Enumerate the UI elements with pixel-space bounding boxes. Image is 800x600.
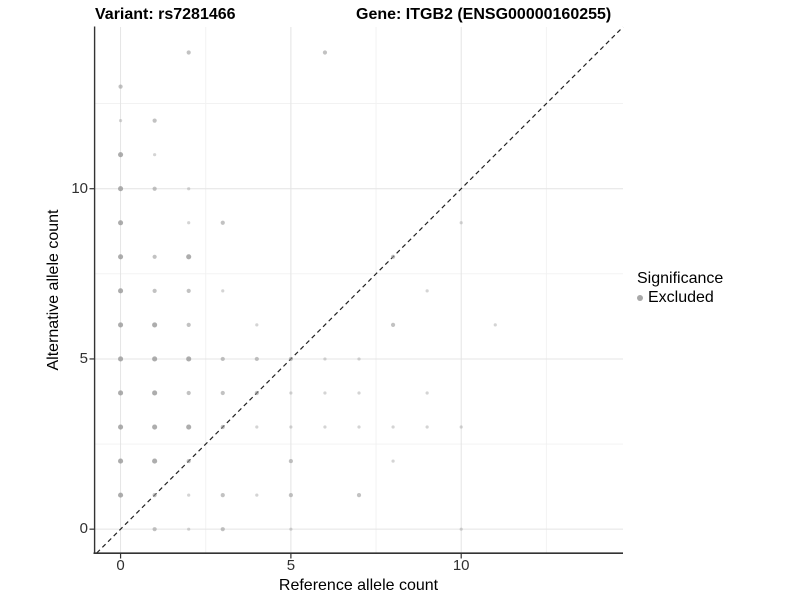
data-point	[288, 458, 293, 464]
data-point	[118, 458, 124, 464]
data-point	[118, 424, 124, 430]
data-point	[220, 356, 225, 362]
data-point	[390, 322, 396, 327]
data-point	[323, 391, 327, 395]
data-point	[220, 493, 225, 498]
data-point	[323, 425, 327, 429]
data-point	[254, 356, 259, 362]
data-point	[289, 527, 293, 531]
y-axis-title: Alternative allele count	[45, 209, 62, 371]
data-point	[357, 357, 361, 361]
data-point	[118, 322, 124, 328]
data-point	[288, 493, 293, 498]
data-point	[152, 254, 157, 259]
data-point	[186, 254, 192, 260]
data-point	[118, 288, 124, 294]
data-point	[425, 289, 429, 293]
data-point	[391, 459, 395, 463]
data-point	[152, 424, 158, 430]
data-point	[152, 527, 157, 532]
data-point	[186, 390, 191, 396]
data-point	[152, 186, 157, 191]
data-point	[289, 391, 293, 395]
data-point	[357, 425, 361, 429]
data-point	[187, 527, 191, 531]
data-point	[152, 458, 158, 464]
data-point	[459, 221, 463, 225]
data-point	[118, 492, 124, 498]
data-point	[118, 152, 124, 158]
data-point	[357, 391, 361, 395]
data-point	[391, 425, 395, 429]
x-tick-label: 0	[116, 557, 125, 574]
data-point	[220, 390, 225, 396]
data-point	[288, 356, 293, 362]
identity-dashed-line	[96, 26, 624, 554]
data-point	[118, 119, 123, 123]
data-point	[118, 356, 124, 362]
data-point	[153, 153, 157, 157]
data-point	[186, 424, 192, 430]
data-point	[289, 425, 293, 429]
legend-item-excluded: Excluded	[637, 289, 723, 307]
y-tick-label: 0	[79, 520, 88, 538]
gene-title: Gene: ITGB2 (ENSG00000160255)	[356, 6, 612, 23]
y-tick-label: 10	[71, 179, 88, 197]
data-point	[152, 322, 158, 328]
plot-panel	[89, 26, 624, 559]
data-point	[186, 356, 192, 362]
data-point	[322, 50, 328, 55]
data-point	[118, 186, 124, 192]
data-point	[425, 391, 429, 395]
legend-title: Significance	[637, 270, 724, 287]
data-point	[255, 425, 259, 429]
excluded-point-icon	[637, 295, 643, 301]
data-point	[221, 289, 225, 293]
data-point	[220, 220, 225, 225]
data-point	[118, 390, 124, 396]
data-point	[493, 323, 497, 327]
data-point	[186, 50, 191, 55]
variant-title: Variant: rs7281466	[95, 6, 236, 23]
data-point	[220, 424, 225, 430]
x-tick-label: 5	[286, 557, 296, 574]
data-point	[323, 357, 327, 361]
data-point	[152, 390, 158, 396]
data-point	[152, 288, 157, 293]
data-point	[187, 221, 191, 225]
data-point	[152, 493, 157, 498]
data-point	[118, 84, 123, 89]
data-point	[459, 527, 463, 531]
x-tick-label: 10	[452, 557, 470, 574]
legend-item-label: Excluded	[648, 289, 714, 306]
data-point	[187, 493, 191, 497]
data-point	[186, 288, 191, 293]
data-point	[187, 187, 191, 191]
data-point	[186, 458, 191, 464]
y-tick-label: 5	[79, 350, 88, 368]
data-point	[254, 390, 259, 396]
data-point	[255, 323, 259, 327]
data-point	[459, 425, 463, 429]
x-axis-title: Reference allele count	[278, 577, 439, 594]
data-point	[152, 356, 158, 362]
data-point	[118, 220, 124, 226]
data-point	[425, 425, 429, 429]
data-point	[186, 322, 191, 327]
data-point	[356, 493, 362, 498]
data-point	[390, 254, 396, 259]
data-point	[255, 493, 259, 497]
data-point	[118, 254, 124, 260]
data-point	[220, 527, 225, 532]
legend: Significance Excluded	[637, 269, 723, 307]
data-point	[152, 118, 157, 123]
